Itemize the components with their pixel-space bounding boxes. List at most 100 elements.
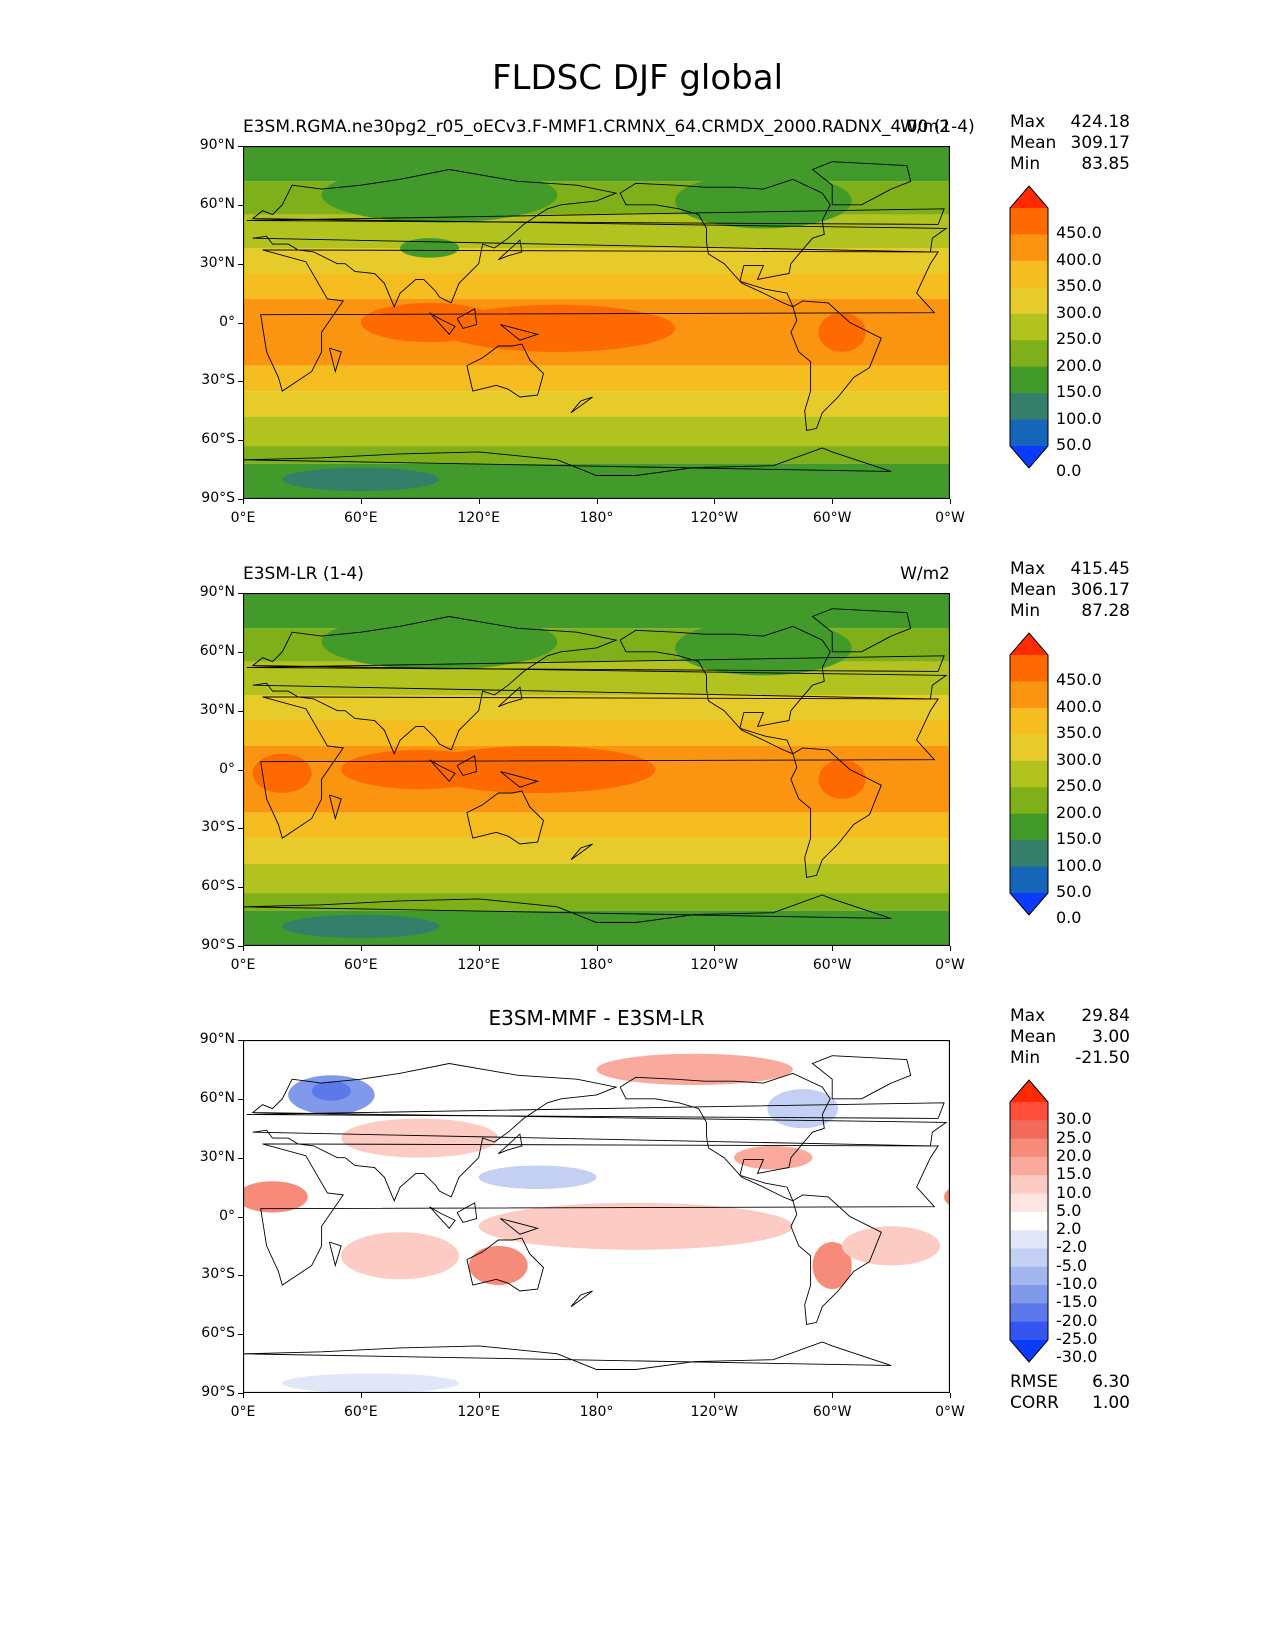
coastline <box>500 1218 540 1235</box>
field-zone <box>243 416 950 447</box>
coastline <box>570 396 593 414</box>
coastline <box>790 1194 882 1325</box>
panel-units: W/m2 <box>900 117 950 137</box>
field-zone <box>243 812 950 839</box>
map-frame <box>243 593 950 946</box>
colorbar-outline <box>1009 1079 1049 1363</box>
lon-tick <box>243 499 244 504</box>
colorbar-tick-label: -5.0 <box>1056 1255 1088 1275</box>
stat-mean-label: Mean <box>1010 580 1057 600</box>
lat-tick-label: 60°S <box>201 431 235 448</box>
panel-left-title: E3SM-LR (1-4) <box>243 564 364 584</box>
field-anomaly <box>400 238 460 258</box>
colorbar-tick-label: 100.0 <box>1056 855 1102 875</box>
lat-tick-label: 0° <box>219 313 235 330</box>
colorbar-swatch <box>1010 1303 1048 1323</box>
colorbar-swatch <box>1010 787 1048 815</box>
lat-tick <box>238 1157 243 1159</box>
colorbar-tick-label: 450.0 <box>1056 223 1102 243</box>
colorbar <box>1009 185 1049 469</box>
colorbar-swatch <box>1010 633 1048 655</box>
map-difference <box>243 1040 950 1393</box>
lat-tick <box>238 593 243 594</box>
colorbar-tick-label: 5.0 <box>1056 1200 1082 1220</box>
field-anomaly <box>944 1188 950 1206</box>
colorbar-swatch <box>1010 1193 1048 1213</box>
lat-tick <box>238 322 243 324</box>
lat-tick <box>238 146 243 147</box>
lon-tick-label: 60°W <box>812 510 852 526</box>
stat-min-value: 83.85 <box>1081 154 1130 174</box>
lon-tick-label: 120°E <box>457 957 500 973</box>
colorbar-outline <box>1009 632 1049 916</box>
lon-tick-label: 0°W <box>935 510 965 526</box>
lat-tick <box>238 1216 243 1218</box>
lat-tick <box>238 263 243 265</box>
lat-tick <box>238 887 243 889</box>
colorbar-tick-label: -20.0 <box>1056 1310 1098 1330</box>
colorbar-tick-label: 50.0 <box>1056 882 1092 901</box>
coastline <box>260 249 940 392</box>
colorbar-tick-label: -15.0 <box>1056 1292 1098 1312</box>
lon-tick-label: 60°E <box>343 510 378 526</box>
stat-min-value: -21.50 <box>1075 1048 1130 1068</box>
field-anomaly <box>321 614 558 670</box>
lon-tick-label: 180° <box>579 957 614 973</box>
coastline <box>328 794 342 821</box>
stat-mean-label: Mean <box>1010 1027 1057 1047</box>
lon-tick <box>832 946 834 951</box>
field-zone <box>243 391 950 417</box>
field-anomaly <box>252 753 312 794</box>
lon-tick-label: 60°W <box>812 957 852 973</box>
colorbar-tick-label: 250.0 <box>1056 329 1102 349</box>
colorbar-tick-label: -10.0 <box>1056 1274 1098 1294</box>
field-zone <box>243 247 950 274</box>
lat-tick <box>238 1334 243 1336</box>
colorbar-tick-label: 100.0 <box>1056 408 1102 428</box>
lon-tick-label: 0°W <box>935 957 965 973</box>
colorbar-tick-label: -25.0 <box>1056 1329 1098 1348</box>
colorbar-swatch <box>1010 419 1048 447</box>
lat-tick-label: 90°N <box>199 1031 235 1047</box>
lon-tick <box>478 1393 480 1398</box>
coastline <box>466 343 545 398</box>
lon-tick-label: 60°E <box>343 957 378 973</box>
lat-tick-label: 0° <box>219 1207 235 1224</box>
corr-value: 1.00 <box>1092 1393 1130 1413</box>
field-anomaly <box>243 1181 308 1213</box>
colorbar-tick-label: 300.0 <box>1056 749 1102 769</box>
coastline <box>251 616 948 755</box>
coastline <box>429 759 456 783</box>
lon-tick-label: 120°W <box>690 957 739 973</box>
field-anomaly <box>282 1373 460 1393</box>
lon-tick <box>360 1393 362 1398</box>
stat-mean-label: Mean <box>1010 133 1057 153</box>
lat-tick <box>238 946 243 947</box>
field-anomaly <box>282 467 440 492</box>
rmse-label: RMSE <box>1010 1372 1059 1392</box>
lat-tick <box>238 710 243 712</box>
lat-tick-label: 90°S <box>201 490 235 506</box>
lat-tick-label: 90°N <box>199 584 235 600</box>
stat-max-value: 415.45 <box>1070 559 1130 579</box>
colorbar-swatch <box>1010 840 1048 868</box>
lat-tick <box>238 381 243 383</box>
field-anomaly <box>478 1165 597 1190</box>
colorbar-swatch <box>1010 287 1048 315</box>
stat-max-value: 424.18 <box>1070 112 1130 132</box>
lat-tick-label: 30°S <box>201 372 235 389</box>
stat-min-value: 87.28 <box>1081 601 1130 621</box>
stat-max-label: Max <box>1010 1006 1046 1026</box>
colorbar-tick-label: 400.0 <box>1056 249 1102 269</box>
lat-tick-label: 90°S <box>201 937 235 953</box>
lat-tick-label: 60°N <box>199 195 235 212</box>
field-anomaly <box>812 1241 852 1290</box>
lon-tick-label: 120°W <box>690 1404 739 1420</box>
coastline <box>466 790 545 845</box>
field-anomaly <box>733 1145 813 1170</box>
colorbar-tick-label: 200.0 <box>1056 355 1102 375</box>
field-anomaly <box>282 914 440 939</box>
coastline <box>570 843 593 861</box>
colorbar-swatch <box>1010 1321 1048 1341</box>
lon-tick <box>832 1393 834 1398</box>
